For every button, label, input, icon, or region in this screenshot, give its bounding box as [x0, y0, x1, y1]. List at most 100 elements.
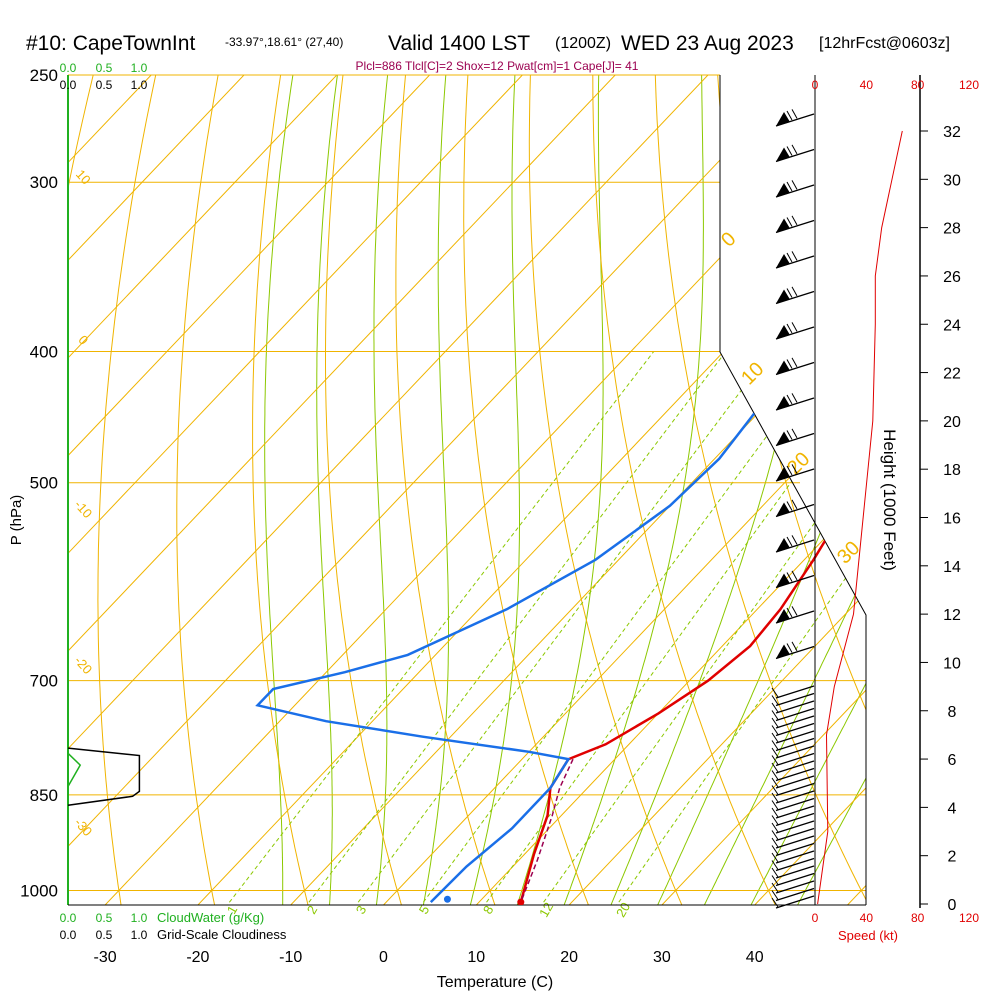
wind-barb-feather — [791, 215, 798, 226]
wind-barb-shaft — [775, 895, 815, 909]
wind-barb-feather — [771, 837, 779, 848]
moist-adiabat-line — [467, 75, 521, 905]
frame-diagonal — [719, 75, 867, 905]
wind-barb-feather — [771, 830, 779, 840]
wind-barb-feather — [791, 499, 798, 510]
isotherm-label: -30 — [71, 815, 95, 839]
isotherm-label: 0 — [75, 332, 91, 347]
wind-barb-flag — [776, 396, 790, 410]
wind-barb-shaft — [775, 782, 815, 797]
wind-barb-feather — [786, 465, 793, 476]
wind-barb-shaft — [775, 805, 815, 819]
wind-barb-shaft — [775, 767, 815, 782]
wind-barb — [771, 797, 815, 812]
wind-barb-feather — [791, 606, 798, 616]
cloudwater-bottom-tick: 1.0 — [131, 911, 148, 925]
wind-barb — [771, 872, 815, 887]
height-tick-label: 10 — [943, 655, 961, 672]
height-tick-label: 20 — [943, 414, 961, 431]
isotherm-line — [68, 75, 277, 905]
wind-barb — [775, 322, 815, 340]
wind-barb-flag — [776, 609, 790, 623]
axes: -30 -20 -10 0 10 20 30 40 — [94, 949, 764, 966]
wind-barb-feather — [786, 430, 793, 440]
wind-barb-feather — [771, 740, 779, 750]
wind-barb-shaft — [775, 722, 815, 737]
wind-barb — [771, 887, 815, 902]
cloudiness-line — [67, 747, 141, 806]
wind-barb-flag — [776, 360, 790, 375]
wind-barb-feather — [791, 286, 798, 297]
isotherm-line — [68, 75, 184, 905]
wind-barb-feather — [786, 536, 793, 547]
pressure-tick-label: 1000 — [20, 881, 58, 900]
wind-barb-feather — [791, 322, 798, 332]
height-axis-label: Height (1000 Feet) — [880, 429, 899, 571]
wind-barb — [771, 835, 815, 849]
wind-barb-feather — [786, 643, 793, 653]
mixing-ratio-line — [614, 351, 866, 905]
wind-barb-feather — [771, 777, 779, 788]
wind-barb — [775, 499, 815, 518]
wind-barb-feather — [786, 110, 793, 121]
height-tick-label: 18 — [943, 462, 961, 479]
speed-axis-label: Speed (kt) — [838, 928, 898, 943]
wind-barb-shaft — [775, 752, 815, 767]
wind-barb-feather — [791, 535, 798, 545]
isotherm-label: -10 — [71, 497, 95, 521]
wind-barb-feather — [771, 867, 779, 878]
wind-barb-feather — [786, 181, 793, 192]
temperature-tick-label: 0 — [379, 949, 388, 966]
height-tick-label: 2 — [948, 849, 957, 866]
height-tick-label: 14 — [943, 559, 961, 576]
isotherms — [68, 75, 866, 905]
wind-barb-shaft — [775, 760, 815, 774]
wind-barb-flag — [776, 644, 790, 659]
cloudiness-top-tick: 1.0 — [131, 78, 148, 92]
theta-label: 10 — [737, 358, 768, 389]
wind-barb-flag — [776, 538, 790, 552]
dry-adiabat-line — [463, 75, 597, 905]
cloudiness-bottom-tick: 1.0 — [131, 928, 148, 942]
wind-barb-shaft — [775, 812, 815, 827]
speed-bottom-tick: 120 — [959, 911, 979, 925]
station-coords: -33.97°,18.61° (27,40) — [225, 35, 343, 49]
dry-adiabat-line — [395, 75, 503, 905]
wind-barb — [775, 180, 815, 198]
wind-barb-feather — [786, 146, 793, 156]
dry-adiabat-line — [176, 75, 234, 905]
isotherm-label: -20 — [71, 653, 95, 677]
valid-time: Valid 1400 LST — [388, 32, 530, 55]
mixing-ratio-lines — [224, 351, 866, 905]
wind-barb-flag — [776, 183, 790, 197]
wind-barb — [775, 109, 815, 127]
wind-barb-shaft — [775, 692, 815, 707]
wind-barb-shaft — [775, 835, 815, 849]
wind-barb — [771, 752, 815, 767]
isotherm-line — [85, 75, 866, 905]
wind-barb-feather — [771, 732, 779, 743]
stability-indices: Plcl=886 Tlcl[C]=2 Shox=12 Pwat[cm]=1 Ca… — [356, 59, 639, 73]
wind-barb-shaft — [775, 745, 815, 759]
wind-barb — [771, 880, 815, 894]
isotherm-line — [549, 75, 866, 905]
isotherm-line — [457, 75, 866, 905]
wind-barb-feather — [771, 800, 779, 810]
mixing-ratio-line — [224, 351, 655, 905]
wind-barb — [775, 535, 815, 553]
isotherm-line — [68, 75, 741, 905]
wind-barb-flag — [776, 289, 790, 304]
wind-barb — [775, 641, 815, 660]
speed-bottom-tick: 80 — [911, 911, 925, 925]
wind-barb — [771, 707, 815, 722]
isotherm-line — [68, 75, 555, 905]
height-tick-label: 32 — [943, 124, 961, 141]
wind-barb — [775, 428, 815, 447]
isotherm-line — [68, 75, 462, 905]
cloudwater-top-tick: 0.0 — [60, 61, 77, 75]
wind-barb-feather — [786, 572, 793, 582]
wind-barb-feather — [771, 882, 779, 893]
wind-barb — [775, 606, 815, 624]
